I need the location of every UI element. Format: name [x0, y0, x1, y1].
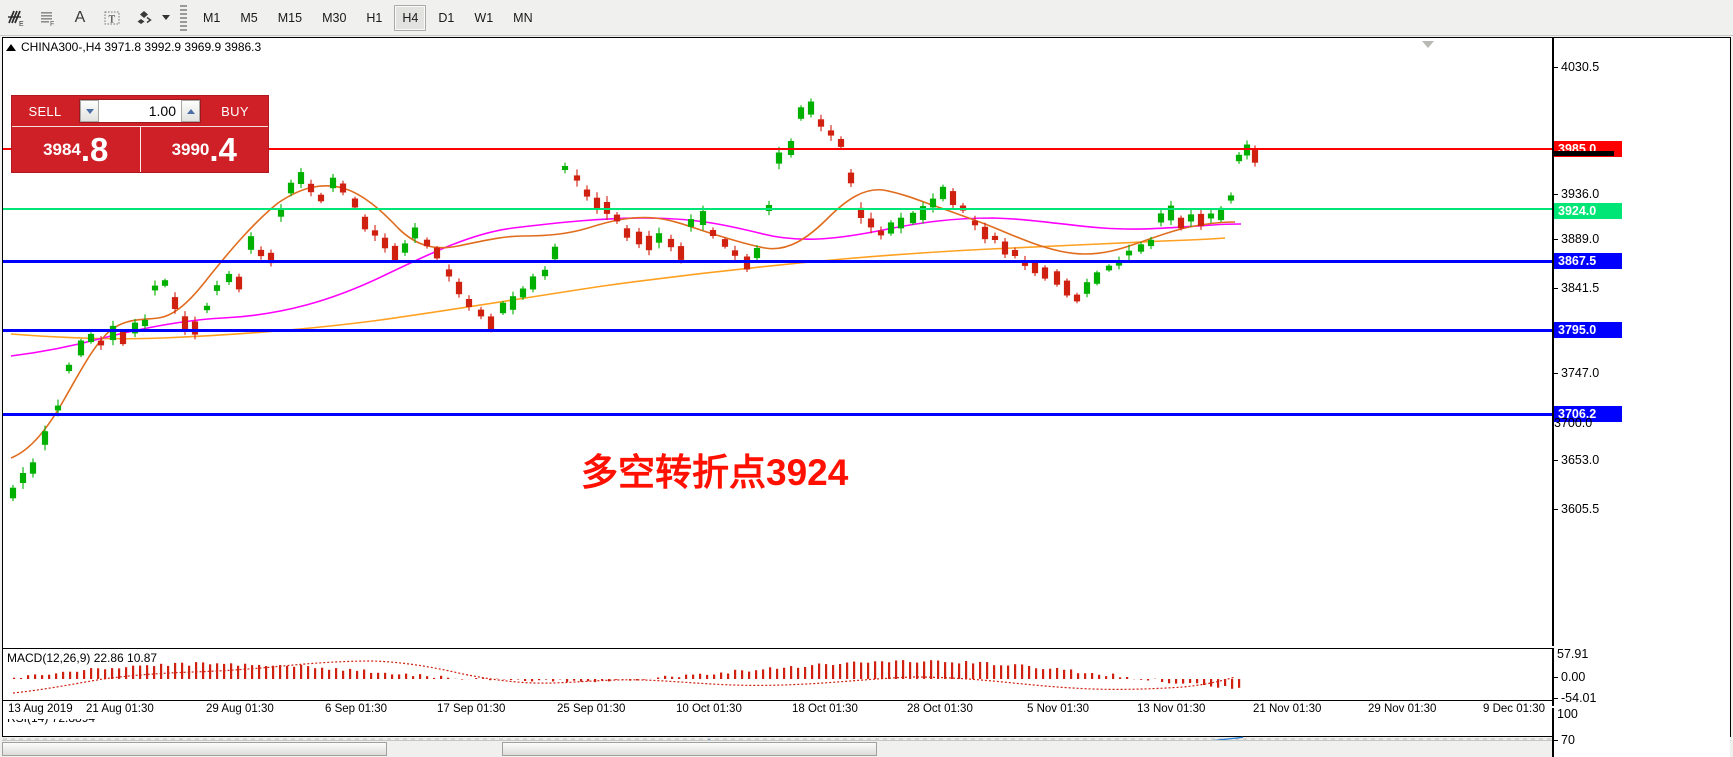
time-tick: 5 Nov 01:30 — [1027, 703, 1090, 715]
pivot-line-3924 — [3, 208, 1552, 210]
price-badge-3795: 3795.0 — [1554, 322, 1622, 338]
time-tick: 10 Oct 01:30 — [676, 703, 742, 715]
support-line-3706 — [3, 413, 1552, 416]
text-label-icon[interactable]: A — [74, 8, 86, 26]
candlestick-series — [9, 98, 1259, 502]
time-tick: 28 Oct 01:30 — [907, 703, 973, 715]
macd-chart-svg — [12, 660, 1241, 694]
timeframe-h1[interactable]: H1 — [366, 10, 383, 25]
price-tick: 3700.0 — [1554, 416, 1593, 430]
sell-price-integer: 3984 — [43, 139, 81, 159]
macd-pane[interactable]: MACD(12,26,9) 22.86 10.87 — [3, 648, 1552, 706]
sell-price-decimal: .8 — [80, 131, 109, 168]
price-tick: 3936.0 — [1554, 187, 1599, 201]
time-tick: 13 Nov 01:30 — [1137, 703, 1206, 715]
chart-title-bar: CHINA300-,H4 3971.8 3992.9 3969.9 3986.3 — [6, 40, 261, 54]
price-tick: 3747.0 — [1554, 366, 1599, 380]
time-tick: 25 Sep 01:30 — [557, 703, 626, 715]
chart-menu-triangle-icon[interactable] — [1422, 41, 1434, 48]
horizontal-scrollbar[interactable] — [2, 740, 1731, 757]
scrollbar-thumb-left[interactable] — [2, 742, 387, 756]
buy-price-decimal: .4 — [209, 131, 237, 168]
support-line-3867 — [3, 260, 1552, 263]
price-tick: 3841.5 — [1554, 281, 1599, 295]
time-tick: 6 Sep 01:30 — [325, 703, 388, 715]
indicator-list-icon[interactable]: F — [33, 4, 63, 32]
toolbar-grip-handle[interactable] — [180, 4, 187, 31]
macd-tick: 0.00 — [1554, 670, 1585, 684]
one-click-trading-panel[interactable]: SELL 1.00 BUY 3984 .8 3990 .4 — [11, 95, 269, 173]
objects-icon[interactable] — [129, 4, 159, 32]
support-line-3795 — [3, 329, 1552, 332]
timeframe-w1[interactable]: W1 — [474, 10, 494, 25]
rsi-scale: 100 70 30 — [1552, 707, 1730, 757]
macd-tick: -54.01 — [1554, 691, 1596, 705]
macd-signal-line — [12, 660, 1236, 694]
timeframe-m15[interactable]: M15 — [277, 10, 303, 25]
macd-tick: 57.91 — [1557, 647, 1589, 661]
scrollbar-thumb-right[interactable] — [502, 742, 877, 756]
price-badge-3867: 3867.5 — [1554, 253, 1622, 269]
time-tick: 18 Oct 01:30 — [792, 703, 858, 715]
time-tick: 29 Nov 01:30 — [1368, 703, 1437, 715]
volume-decrement-button[interactable] — [80, 100, 99, 122]
ma-mid-line — [10, 217, 1242, 357]
text-box-icon[interactable]: T — [97, 4, 127, 32]
volume-input[interactable]: 1.00 — [148, 103, 176, 119]
main-toolbar: E F A T — [0, 0, 1733, 36]
collapse-triangle-icon[interactable] — [6, 43, 16, 51]
rsi-tick: 100 — [1557, 707, 1578, 721]
timeframe-m5[interactable]: M5 — [240, 10, 258, 25]
volume-stepper[interactable]: 1.00 — [79, 99, 201, 123]
objects-dropdown-caret-icon[interactable] — [162, 15, 170, 20]
macd-label: MACD(12,26,9) 22.86 10.87 — [7, 651, 158, 665]
price-scale[interactable]: 4030.5 3985.0 3936.0 3924.0 3889.0 3867.… — [1552, 38, 1730, 646]
price-chart-svg — [9, 98, 1259, 502]
price-tick: 3605.5 — [1554, 502, 1599, 516]
sell-label: SELL — [28, 103, 62, 119]
price-tick: 3653.0 — [1554, 453, 1599, 467]
time-tick: 21 Aug 01:30 — [86, 703, 154, 715]
price-tick: 3889.0 — [1554, 232, 1599, 246]
time-tick: 13 Aug 2019 — [8, 703, 73, 715]
price-tick: 4030.5 — [1554, 60, 1599, 74]
volume-increment-button[interactable] — [181, 100, 200, 122]
octp-price-row: 3984 .8 3990 .4 — [12, 126, 268, 172]
svg-text:T: T — [109, 13, 116, 25]
chart-container[interactable]: CHINA300-,H4 3971.8 3992.9 3969.9 3986.3… — [2, 37, 1731, 757]
ma-slow-line — [10, 237, 1226, 340]
price-pane[interactable]: 多空转折点3924 — [3, 38, 1552, 646]
rsi-tick: 70 — [1554, 733, 1575, 747]
macd-scale: 57.91 0.00 -54.01 — [1552, 647, 1730, 706]
chart-title-text: CHINA300-,H4 3971.8 3992.9 3969.9 3986.3 — [21, 40, 262, 54]
price-badge-3706: 3706.2 — [1554, 406, 1622, 422]
timeframe-m1[interactable]: M1 — [203, 10, 221, 25]
octp-header-row: SELL 1.00 BUY — [12, 96, 268, 126]
timeframe-d1[interactable]: D1 — [438, 10, 455, 25]
macd-histogram — [13, 660, 1241, 689]
resistance-line-3985 — [3, 148, 1552, 150]
expert-advisor-icon[interactable]: E — [1, 4, 31, 32]
timeframe-h4[interactable]: H4 — [394, 4, 427, 31]
price-badge-3924: 3924.0 — [1554, 203, 1622, 219]
time-tick: 21 Nov 01:30 — [1253, 703, 1322, 715]
sell-button[interactable]: 3984 .8 — [12, 127, 141, 172]
time-tick: 9 Dec 01:30 — [1483, 703, 1546, 715]
buy-label: BUY — [221, 103, 249, 119]
timeframe-mn[interactable]: MN — [513, 10, 533, 25]
price-tick — [1554, 151, 1614, 156]
svg-text:E: E — [19, 21, 24, 28]
chart-annotation-text: 多空转折点3924 — [581, 452, 849, 493]
time-tick: 17 Sep 01:30 — [437, 703, 506, 715]
time-tick: 29 Aug 01:30 — [206, 703, 274, 715]
buy-button[interactable]: 3990 .4 — [141, 127, 269, 172]
buy-price-integer: 3990 — [171, 139, 210, 159]
timeframe-m30[interactable]: M30 — [322, 10, 347, 25]
svg-text:F: F — [50, 21, 54, 28]
time-axis: 13 Aug 2019 21 Aug 01:30 29 Aug 01:30 6 … — [3, 700, 1552, 719]
